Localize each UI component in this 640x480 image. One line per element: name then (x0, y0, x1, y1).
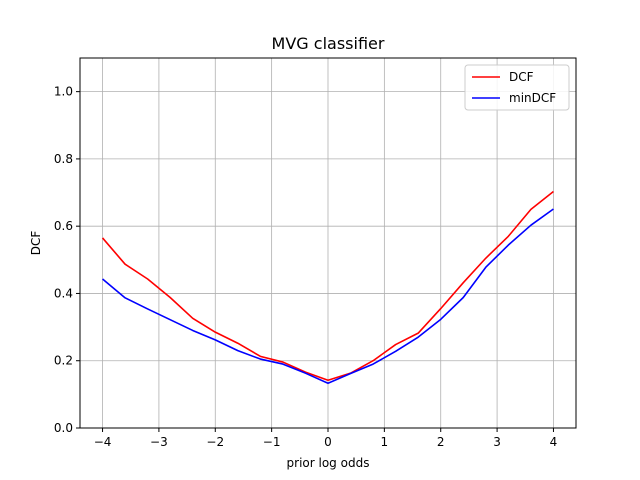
x-axis-label: prior log odds (287, 456, 370, 470)
y-axis: 0.0 0.2 0.4 0.6 0.8 1.0 (54, 85, 80, 435)
y-tick-label: 0.6 (54, 219, 73, 233)
y-tick-label: 0.4 (54, 286, 73, 300)
y-tick-label: 0.0 (54, 421, 73, 435)
series-line-dcf (101, 190, 554, 382)
y-tick-label: 0.2 (54, 354, 73, 368)
legend-label-mindcf: minDCF (509, 91, 556, 105)
x-tick-label: 3 (493, 435, 501, 449)
legend: DCF minDCF (464, 64, 570, 111)
series-line-mindcf (102, 208, 554, 385)
x-tick-label: 1 (381, 435, 389, 449)
series-layer (101, 190, 554, 385)
x-tick-label: −2 (206, 435, 224, 449)
x-tick-label: 0 (324, 435, 332, 449)
y-tick-label: 0.8 (54, 152, 73, 166)
x-tick-label: −3 (150, 435, 168, 449)
y-tick-label: 1.0 (54, 85, 73, 99)
x-tick-label: −1 (263, 435, 281, 449)
x-tick-label: −4 (94, 435, 112, 449)
y-axis-label: DCF (29, 231, 43, 256)
x-tick-label: 2 (437, 435, 445, 449)
x-axis: −4 −3 −2 −1 0 1 2 3 4 (94, 428, 558, 449)
x-tick-label: 4 (550, 435, 558, 449)
chart-title: MVG classifier (272, 34, 385, 53)
legend-label-dcf: DCF (509, 70, 534, 84)
